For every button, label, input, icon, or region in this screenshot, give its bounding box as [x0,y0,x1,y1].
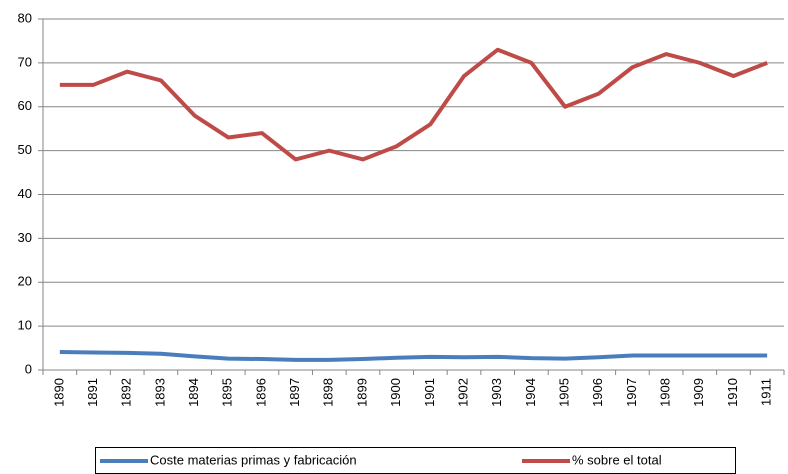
x-tick-label: 1894 [186,378,201,407]
x-tick-label: 1909 [691,378,706,407]
x-tick-label: 1900 [388,378,403,407]
y-tick-label: 0 [25,361,32,376]
x-tick-label: 1910 [725,378,740,407]
legend-label: Coste materias primas y fabricación [150,452,357,467]
x-tick-label: 1895 [220,378,235,407]
x-tick-label: 1905 [557,378,572,407]
x-tick-label: 1903 [489,378,504,407]
x-tick-label: 1892 [119,378,134,407]
y-tick-label: 30 [18,230,32,245]
x-tick-label: 1890 [51,378,66,407]
y-tick-label: 60 [18,98,32,113]
legend-label: % sobre el total [572,452,662,467]
x-tick-label: 1893 [152,378,167,407]
y-tick-label: 10 [18,318,32,333]
y-tick-label: 80 [18,10,32,25]
x-tick-label: 1901 [422,378,437,407]
y-tick-label: 50 [18,142,32,157]
x-tick-label: 1897 [287,378,302,407]
x-tick-label: 1899 [354,378,369,407]
x-tick-label: 1891 [85,378,100,407]
x-tick-label: 1907 [624,378,639,407]
x-tick-label: 1908 [658,378,673,407]
y-tick-label: 40 [18,186,32,201]
x-tick-label: 1896 [253,378,268,407]
x-tick-label: 1904 [523,378,538,407]
y-tick-label: 20 [18,274,32,289]
y-tick-label: 70 [18,54,32,69]
series-line [59,47,768,162]
x-tick-label: 1898 [321,378,336,407]
x-tick-label: 1911 [759,378,774,406]
series-line [59,350,768,362]
x-tick-label: 1902 [455,378,470,407]
x-tick-label: 1906 [590,378,605,407]
